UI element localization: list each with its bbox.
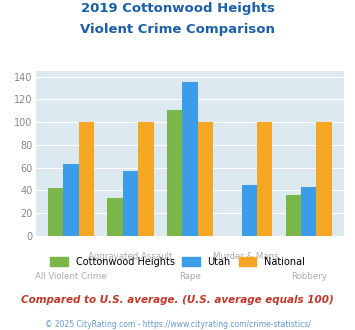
Bar [182,82,198,236]
Bar [167,110,182,236]
Bar [198,122,213,236]
Bar [242,185,257,236]
Bar [48,188,64,236]
Text: Murder & Mans...: Murder & Mans... [213,252,286,261]
Bar [107,198,123,236]
Bar [285,195,301,236]
Text: Compared to U.S. average. (U.S. average equals 100): Compared to U.S. average. (U.S. average … [21,295,334,305]
Bar [257,122,273,236]
Bar [301,187,316,236]
Legend: Cottonwood Heights, Utah, National: Cottonwood Heights, Utah, National [47,253,308,271]
Bar [123,171,138,236]
Bar [79,122,94,236]
Text: 2019 Cottonwood Heights: 2019 Cottonwood Heights [81,2,274,15]
Bar [64,164,79,236]
Text: Rape: Rape [179,272,201,281]
Bar [138,122,154,236]
Text: Robbery: Robbery [291,272,327,281]
Text: © 2025 CityRating.com - https://www.cityrating.com/crime-statistics/: © 2025 CityRating.com - https://www.city… [45,320,310,329]
Text: All Violent Crime: All Violent Crime [36,272,107,281]
Bar [316,122,332,236]
Text: Aggravated Assault: Aggravated Assault [88,252,173,261]
Text: Violent Crime Comparison: Violent Crime Comparison [80,23,275,36]
